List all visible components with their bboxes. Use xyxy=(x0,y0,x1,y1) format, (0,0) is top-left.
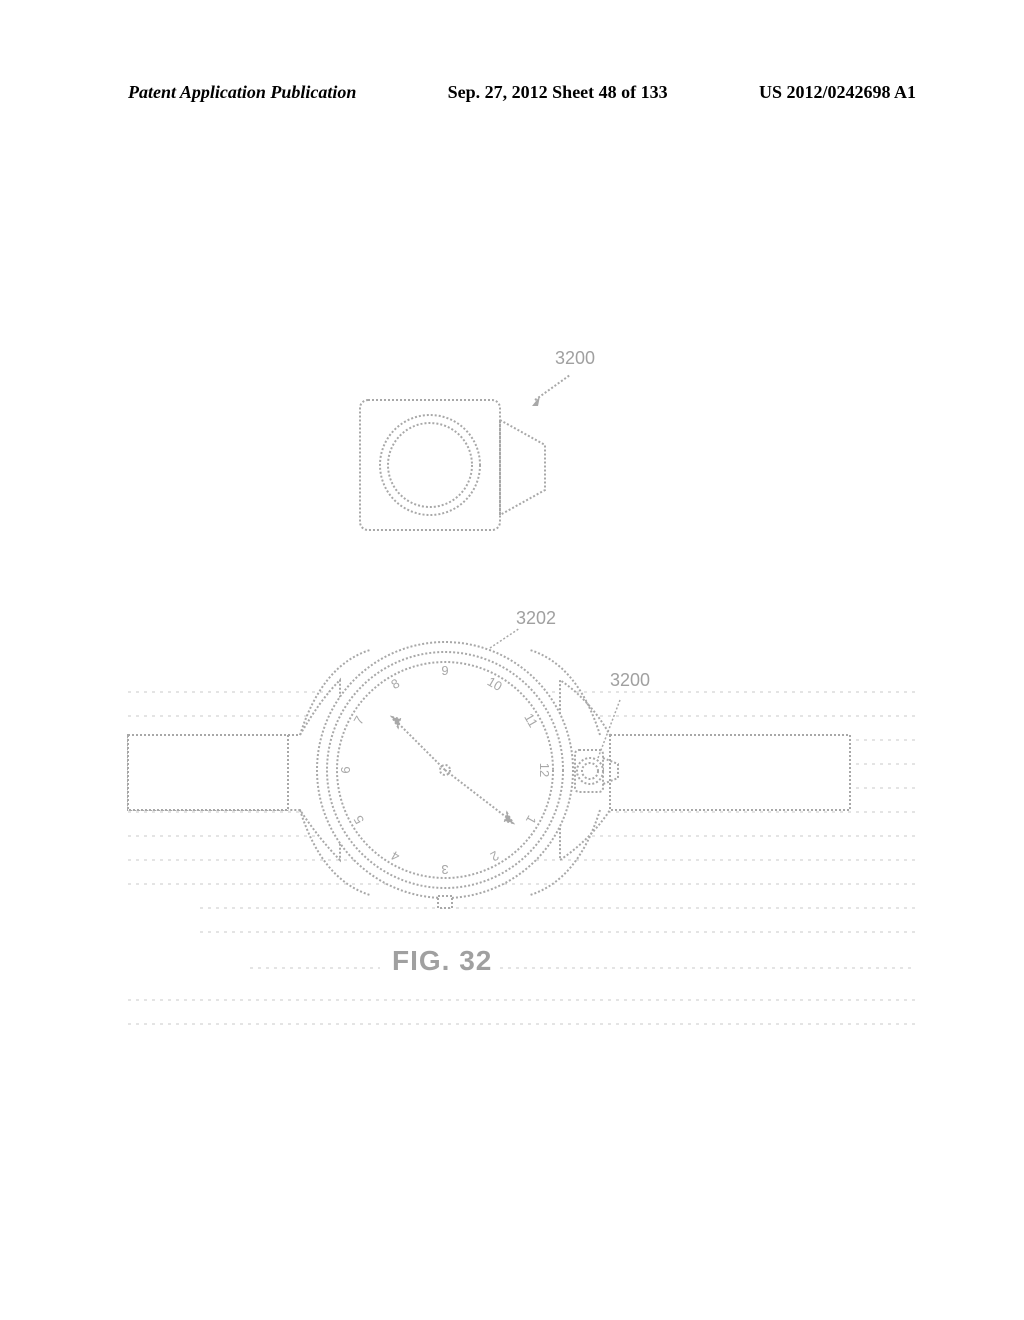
svg-text:3: 3 xyxy=(441,862,448,877)
figure-label: FIG. 32 xyxy=(392,945,492,977)
svg-text:12: 12 xyxy=(537,763,552,777)
watch-drawing: 12 1 2 3 4 5 6 7 8 9 10 11 xyxy=(0,0,1024,1320)
ref-label-3202: 3202 xyxy=(516,608,556,629)
figure-32: 3200 12 1 xyxy=(0,0,1024,1320)
svg-text:9: 9 xyxy=(441,663,448,678)
svg-text:6: 6 xyxy=(338,766,353,773)
ref-label-3200-side: 3200 xyxy=(610,670,650,691)
